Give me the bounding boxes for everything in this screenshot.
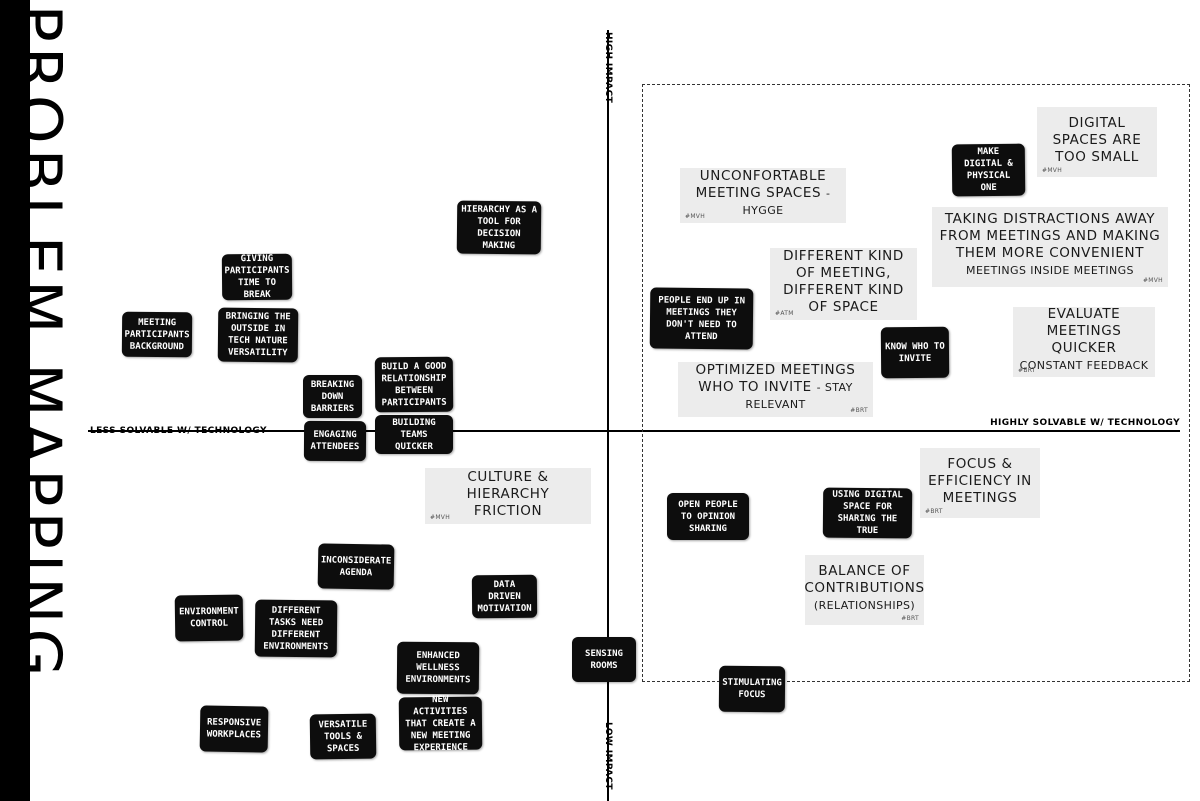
- note-open-people[interactable]: OPEN PEOPLE TO OPINION SHARING: [667, 493, 749, 540]
- card-tag: #MVH: [430, 514, 451, 521]
- card-focus-efficiency[interactable]: FOCUS & EFFICIENCY IN MEETINGS #BRT: [920, 448, 1040, 518]
- note-using-digital-space[interactable]: USING DIGITAL SPACE FOR SHARING THE TRUE: [822, 487, 913, 539]
- card-tag: #MVH: [1142, 277, 1163, 284]
- card-tag: #ATM: [775, 310, 794, 317]
- card-culture-hierarchy-friction[interactable]: CULTURE & HIERARCHY FRICTION #MVH: [425, 468, 591, 524]
- card-unconfortable-meeting-spaces[interactable]: UNCONFORTABLE MEETING SPACES - HYGGE #MV…: [680, 168, 846, 223]
- note-responsive-workplaces[interactable]: RESPONSIVE WORKPLACES: [199, 705, 269, 753]
- note-know-who-to-invite[interactable]: KNOW WHO TO INVITE: [880, 326, 950, 379]
- card-main-text: DIGITAL SPACES ARE TOO SMALL: [1052, 114, 1142, 165]
- axis-label-top: HIGH IMPACT: [603, 32, 613, 104]
- note-giving-participants-time-to-break[interactable]: GIVING PARTICIPANTS TIME TO BREAK: [221, 253, 293, 301]
- note-bringing-the-outside-in[interactable]: BRINGING THE OUTSIDE IN TECH NATURE VERS…: [217, 307, 299, 363]
- note-inconsiderate-agenda[interactable]: INCONSIDERATE AGENDA: [317, 543, 395, 590]
- card-tag: #MVH: [685, 213, 706, 220]
- horizontal-axis: [88, 430, 1180, 432]
- card-sub-text: (RELATIONSHIPS): [813, 598, 916, 612]
- note-data-driven-motivation[interactable]: DATA DRIVEN MOTIVATION: [471, 574, 538, 619]
- note-hierarchy-as-a-tool[interactable]: HIERARCHY AS A TOOL FOR DECISION MAKING: [456, 200, 542, 255]
- note-building-teams-quicker[interactable]: BUILDING TEAMS QUICKER: [375, 415, 453, 454]
- note-make-digital-physical[interactable]: MAKE DIGITAL & PHYSICAL ONE: [951, 143, 1026, 197]
- card-main-text: UNCONFORTABLE MEETING SPACES - HYGGE: [695, 168, 831, 217]
- sidebar-bar: [0, 0, 30, 801]
- card-sub-text: - STAY RELEVANT: [745, 381, 853, 411]
- card-main-text: OPTIMIZED MEETINGS WHO TO INVITE - STAY …: [695, 362, 856, 411]
- note-enhanced-wellness[interactable]: ENHANCED WELLNESS ENVIRONMENTS: [396, 641, 480, 695]
- axis-label-right: HIGHLY SOLVABLE W/ TECHNOLOGY: [990, 418, 1180, 428]
- note-engaging-attendees[interactable]: ENGAGING ATTENDEES: [303, 420, 367, 462]
- card-tag: #BRT: [1018, 367, 1036, 374]
- card-digital-spaces-too-small[interactable]: DIGITAL SPACES ARE TOO SMALL #MVH: [1037, 107, 1157, 177]
- card-tag: #MVH: [1042, 167, 1063, 174]
- note-versatile-tools[interactable]: VERSATILE TOOLS & SPACES: [309, 713, 377, 760]
- card-taking-distractions-away[interactable]: TAKING DISTRACTIONS AWAY FROM MEETINGS A…: [932, 207, 1168, 287]
- axis-label-bottom: LOW IMPACT: [603, 722, 613, 790]
- card-different-kind-of-meeting[interactable]: DIFFERENT KIND OF MEETING, DIFFERENT KIN…: [770, 248, 917, 320]
- note-different-tasks[interactable]: DIFFERENT TASKS NEED DIFFERENT ENVIRONME…: [254, 599, 338, 658]
- note-environment-control[interactable]: ENVIRONMENT CONTROL: [174, 594, 244, 642]
- axis-label-left: LESS SOLVABLE W/ TECHNOLOGY: [90, 426, 267, 436]
- card-evaluate-meetings-quicker[interactable]: EVALUATE MEETINGS QUICKER CONSTANT FEEDB…: [1013, 306, 1155, 377]
- card-tag: #BRT: [925, 508, 943, 515]
- card-main-text: FOCUS & EFFICIENCY IN MEETINGS: [928, 455, 1032, 506]
- card-main-text: TAKING DISTRACTIONS AWAY FROM MEETINGS A…: [939, 211, 1161, 261]
- note-stimulating-focus[interactable]: STIMULATING FOCUS: [718, 665, 786, 713]
- card-balance-of-contributions[interactable]: BALANCE OF CONTRIBUTIONS (RELATIONSHIPS)…: [804, 555, 925, 625]
- card-optimized-meetings[interactable]: OPTIMIZED MEETINGS WHO TO INVITE - STAY …: [678, 362, 873, 417]
- card-sub-text: MEETINGS INSIDE MEETINGS: [966, 264, 1134, 277]
- card-sub-text: - HYGGE: [742, 187, 831, 217]
- note-meeting-participants-background[interactable]: MEETING PARTICIPANTS BACKGROUND: [121, 311, 193, 358]
- card-main-text: BALANCE OF CONTRIBUTIONS: [804, 562, 925, 596]
- note-build-a-good-relationship[interactable]: BUILD A GOOD RELATIONSHIP BETWEEN PARTIC…: [374, 356, 454, 413]
- note-sensing-rooms[interactable]: SENSING ROOMS: [572, 637, 636, 682]
- card-main-text: DIFFERENT KIND OF MEETING, DIFFERENT KIN…: [783, 248, 904, 315]
- card-main-text: EVALUATE MEETINGS QUICKER: [1046, 306, 1122, 356]
- card-tag: #BRT: [901, 615, 919, 622]
- page-title: PROBLEM MAPPING: [2, 4, 75, 682]
- focus-area-boundary: [642, 84, 1190, 682]
- note-new-activities[interactable]: NEW ACTIVITIES THAT CREATE A NEW MEETING…: [398, 694, 483, 753]
- note-people-end-up[interactable]: PEOPLE END UP IN MEETINGS THEY DON'T NEE…: [649, 287, 754, 350]
- card-sub-text: CONSTANT FEEDBACK: [1019, 359, 1149, 372]
- card-main-text: CULTURE & HIERARCHY FRICTION: [466, 468, 550, 519]
- vertical-axis: [607, 30, 609, 801]
- note-breaking-down-barriers[interactable]: BREAKING DOWN BARRIERS: [303, 375, 362, 418]
- card-tag: #BRT: [850, 407, 868, 414]
